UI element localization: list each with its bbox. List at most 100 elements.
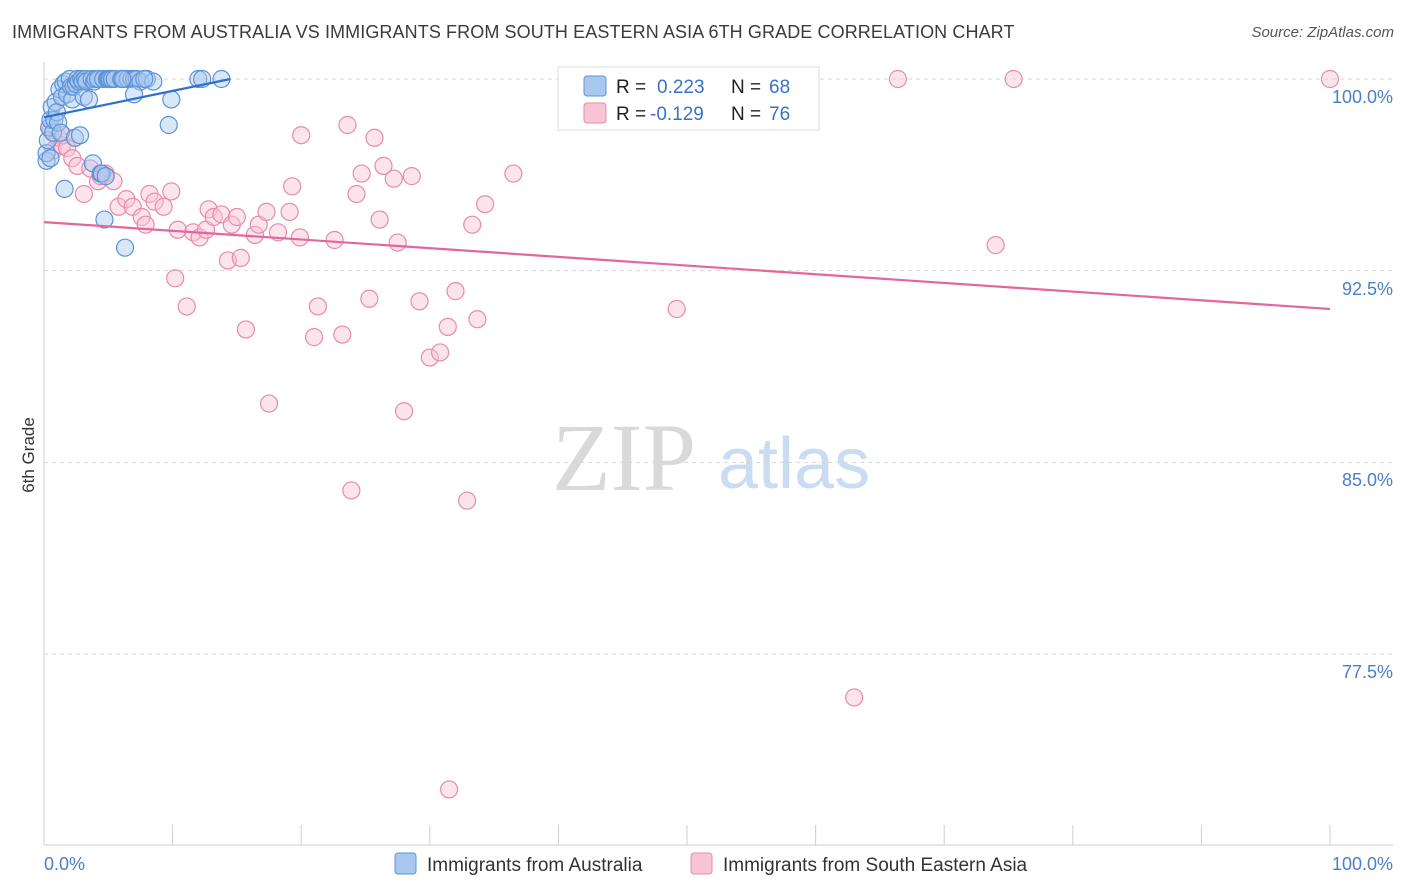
pink-point-55 [365,128,384,147]
legend-swatch-pink [583,102,607,124]
grid-layer [44,78,1393,655]
blue-point-15 [55,179,74,198]
legend-n-value-pink: 76 [769,104,790,125]
pink-point-25 [177,297,196,316]
stats-legend: R = 0.223 N = 68 R = -0.129 N = 76 [557,66,820,131]
pink-point-73 [845,688,864,707]
pink-point-70 [504,164,523,183]
pink-point-44 [290,228,310,247]
pink-point-63 [420,348,439,367]
pink-trend-line [43,221,1331,311]
bottom-legend: Immigrants from Australia Immigrants fro… [394,852,1028,876]
blue-point-63 [189,69,208,89]
legend-n-label-blue: N = [731,77,761,98]
pink-point-57 [374,156,393,175]
pink-point-45 [292,126,311,145]
x-tick-label-0: 0.0% [44,854,85,874]
blue-point-12 [51,123,70,142]
pink-point-16 [123,197,142,216]
pink-point-66 [446,282,465,301]
pink-point-36 [236,320,256,339]
blue-point-61 [159,115,178,135]
pink-point-76 [1004,69,1023,89]
x-tick-label-100: 100.0% [1332,854,1393,874]
pink-point-18 [136,215,155,234]
bottom-legend-swatch-pink [690,852,713,875]
pink-point-49 [333,325,352,344]
trend-layer [43,77,1331,311]
blue-point-29 [74,87,93,106]
pink-point-64 [430,343,450,362]
chart-title: IMMIGRANTS FROM AUSTRALIA VS IMMIGRANTS … [12,22,1015,42]
pink-point-35 [231,248,250,267]
legend-swatch-blue [583,75,607,97]
y-tick-label-100: 100.0% [1332,87,1393,107]
y-tick-label-85: 85.0% [1342,470,1393,490]
pink-point-68 [468,310,487,329]
blue-point-32 [79,90,99,109]
pink-point-74 [888,69,908,89]
pink-point-77 [1320,69,1340,89]
watermark-zip: ZIP [552,404,696,511]
pink-point-34 [227,207,246,227]
blue-point-34 [83,154,102,173]
pink-point-69 [475,195,495,214]
pink-point-23 [166,269,185,288]
legend-r-value-blue: 0.223 [657,77,705,98]
pink-point-21 [154,197,173,216]
blue-point-26 [70,126,90,145]
pink-point-56 [370,210,389,229]
pink-point-40 [259,394,279,413]
pink-point-65 [438,317,457,336]
pink-point-54 [360,289,379,308]
pink-point-22 [162,182,181,201]
pink-point-48 [325,230,344,250]
y-axis-title: 6th Grade [19,417,38,493]
legend-r-value-pink: -0.129 [650,104,704,125]
legend-r-label-pink: R = [616,104,646,125]
pink-point-14 [109,197,128,216]
bottom-legend-label-pink: Immigrants from South Eastern Asia [723,855,1028,876]
blue-point-66 [41,149,60,168]
blue-trend-line [43,77,231,119]
blue-point-60 [135,69,154,89]
legend-r-label-blue: R = [616,77,646,98]
pink-point-53 [352,164,371,183]
blue-point-67 [113,69,132,89]
pink-point-50 [338,115,357,135]
pink-point-61 [402,167,421,186]
pink-point-71 [667,299,686,319]
blue-point-41 [96,167,115,186]
pink-point-52 [347,184,366,204]
blue-point-55 [115,238,135,257]
legend-n-value-blue: 68 [769,77,790,98]
pink-point-42 [280,202,299,221]
pink-point-75 [986,236,1005,255]
pink-point-20 [145,192,164,211]
pink-point-43 [283,177,302,196]
chart-source: Source: ZipAtlas.com [1251,24,1394,41]
legend-n-label-pink: N = [731,104,761,125]
pink-point-46 [304,328,324,347]
y-tick-label-92-5: 92.5% [1342,279,1393,299]
pink-point-72 [463,215,482,234]
bottom-legend-label-blue: Immigrants from Australia [427,855,643,876]
bottom-legend-swatch-blue [394,852,417,875]
pink-point-78 [439,780,459,799]
pink-point-58 [384,169,403,188]
pink-point-5 [58,138,77,158]
blue-point-45 [95,210,114,229]
blue-point-22 [65,128,84,147]
pink-point-39 [257,202,276,221]
pink-point-51 [342,481,361,500]
watermark-atlas: atlas [718,424,870,504]
y-tick-label-77-5: 77.5% [1342,662,1393,682]
pink-point-60 [394,402,414,421]
pink-point-59 [388,233,407,252]
pink-point-67 [457,491,477,510]
pink-point-8 [74,184,93,204]
pink-point-62 [410,292,429,311]
pink-point-47 [308,297,328,316]
axes-layer [43,62,1393,846]
